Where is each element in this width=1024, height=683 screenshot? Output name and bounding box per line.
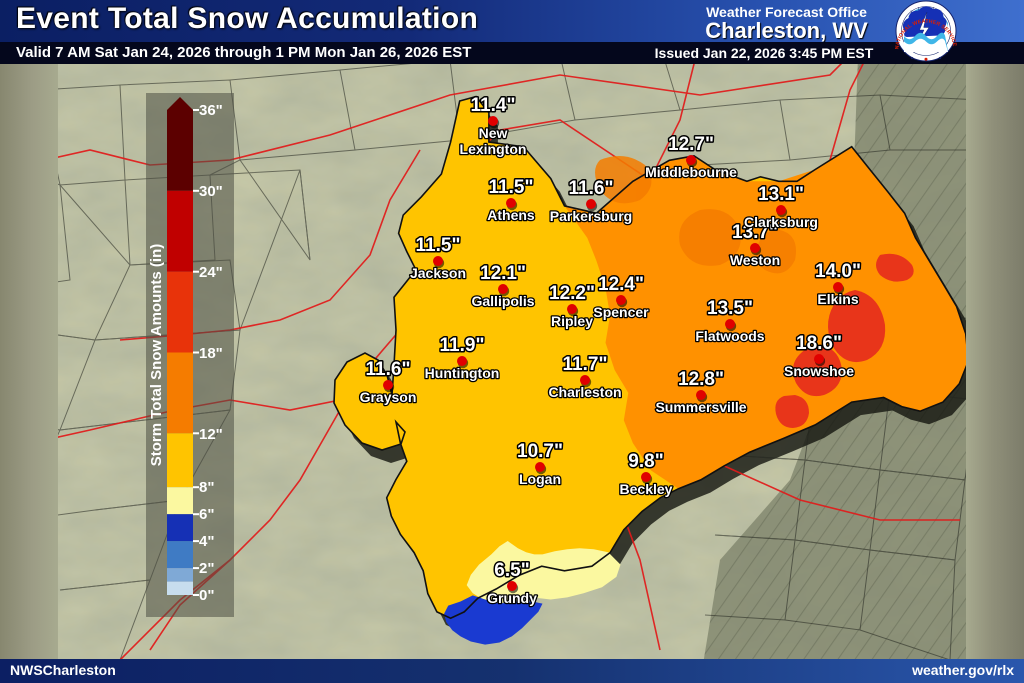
svg-text:Flatwoods: Flatwoods [695, 328, 764, 344]
svg-text:Grundy: Grundy [487, 590, 537, 606]
svg-text:Jackson: Jackson [410, 265, 466, 281]
svg-text:24": 24" [199, 264, 223, 281]
svg-text:Parkersburg: Parkersburg [550, 208, 632, 224]
svg-text:Beckley: Beckley [620, 481, 673, 497]
svg-text:18": 18" [199, 345, 223, 362]
svg-text:Lexington: Lexington [460, 141, 527, 157]
svg-text:Ripley: Ripley [551, 313, 593, 329]
svg-text:Middlebourne: Middlebourne [645, 164, 737, 180]
svg-text:0": 0" [199, 587, 214, 604]
svg-text:Gallipolis: Gallipolis [471, 293, 534, 309]
svg-text:12": 12" [199, 426, 223, 443]
svg-text:14.0": 14.0" [815, 261, 861, 282]
svg-text:11.4": 11.4" [471, 95, 516, 116]
svg-text:11.5": 11.5" [416, 235, 461, 256]
svg-text:New: New [479, 125, 508, 141]
svg-text:12.2": 12.2" [549, 283, 595, 304]
svg-text:11.6": 11.6" [366, 359, 411, 380]
svg-text:Snowshoe: Snowshoe [784, 363, 854, 379]
svg-text:Elkins: Elkins [817, 291, 858, 307]
svg-text:Huntington: Huntington [425, 365, 500, 381]
svg-text:Charleston: Charleston [548, 384, 621, 400]
svg-text:9.8": 9.8" [628, 451, 663, 472]
svg-text:Spencer: Spencer [593, 304, 649, 320]
svg-text:18.6": 18.6" [796, 333, 842, 354]
svg-text:12.1": 12.1" [480, 263, 526, 284]
svg-text:11.6": 11.6" [569, 178, 614, 199]
svg-text:2": 2" [199, 560, 214, 577]
svg-text:13.1": 13.1" [758, 184, 804, 205]
svg-text:11.9": 11.9" [440, 335, 485, 356]
svg-text:4": 4" [199, 533, 214, 550]
svg-text:Summersville: Summersville [655, 399, 746, 415]
svg-text:11.7": 11.7" [563, 354, 608, 375]
svg-text:8": 8" [199, 479, 214, 496]
svg-text:6.5": 6.5" [494, 560, 529, 581]
svg-text:Clarksburg: Clarksburg [744, 214, 818, 230]
svg-text:11.5": 11.5" [489, 177, 534, 198]
svg-text:12.8": 12.8" [678, 369, 724, 390]
svg-text:Grayson: Grayson [360, 389, 417, 405]
svg-text:6": 6" [199, 506, 214, 523]
svg-text:Logan: Logan [519, 471, 561, 487]
svg-text:12.7": 12.7" [668, 134, 714, 155]
svg-text:13.5": 13.5" [707, 298, 753, 319]
svg-text:Athens: Athens [487, 207, 535, 223]
svg-text:30": 30" [199, 183, 223, 200]
svg-text:Weston: Weston [730, 252, 780, 268]
svg-text:10.7": 10.7" [517, 441, 563, 462]
svg-text:Storm Total Snow Amounts (in): Storm Total Snow Amounts (in) [148, 244, 165, 466]
svg-text:36": 36" [199, 102, 223, 119]
svg-text:12.4": 12.4" [598, 274, 644, 295]
